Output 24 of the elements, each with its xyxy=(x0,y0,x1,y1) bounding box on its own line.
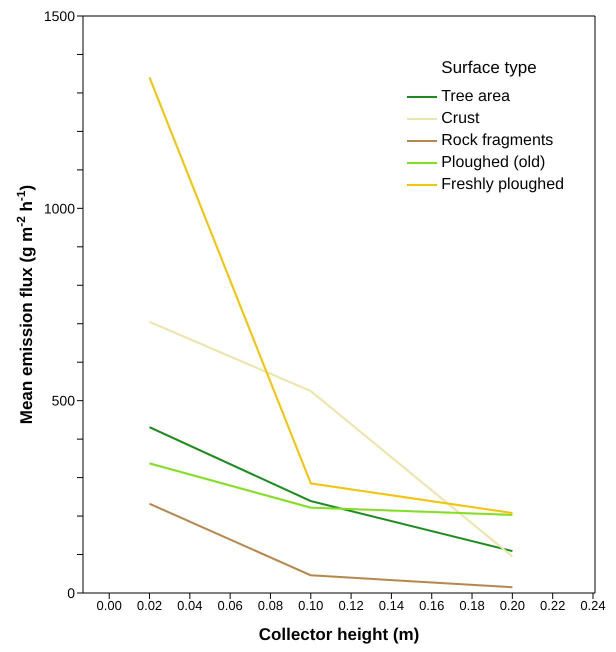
y-tick-label: 1000 xyxy=(44,200,76,216)
x-axis-title: Collector height (m) xyxy=(258,625,420,644)
x-tick-label: 0.06 xyxy=(217,598,243,614)
x-tick-label: 0.16 xyxy=(419,598,444,614)
x-tick-label: 0.12 xyxy=(338,598,364,614)
x-tick-label: 0.24 xyxy=(580,598,606,614)
legend-label: Crust xyxy=(441,110,480,128)
legend-label: Tree area xyxy=(441,88,510,106)
legend-label: Freshly ploughed xyxy=(441,176,564,194)
y-tick-label: 0 xyxy=(67,584,76,601)
x-tick-label: 0.04 xyxy=(177,598,202,614)
y-tick-label: 1500 xyxy=(44,8,76,24)
y-tick-label: 500 xyxy=(52,392,76,409)
x-tick-label: 0.20 xyxy=(500,598,526,614)
legend-label: Rock fragments xyxy=(441,132,554,150)
x-tick-label: 0.18 xyxy=(459,598,485,614)
x-tick-label: 0.08 xyxy=(258,598,284,614)
legend-title: Surface type xyxy=(441,58,538,78)
x-tick-label: 0.10 xyxy=(298,598,324,614)
legend-label: Ploughed (old) xyxy=(441,154,546,172)
x-tick-label: 0.02 xyxy=(136,598,162,614)
x-tick-label: 0.14 xyxy=(378,598,404,614)
x-tick-label: 0.22 xyxy=(540,598,566,614)
x-tick-label: 0.00 xyxy=(96,598,122,614)
